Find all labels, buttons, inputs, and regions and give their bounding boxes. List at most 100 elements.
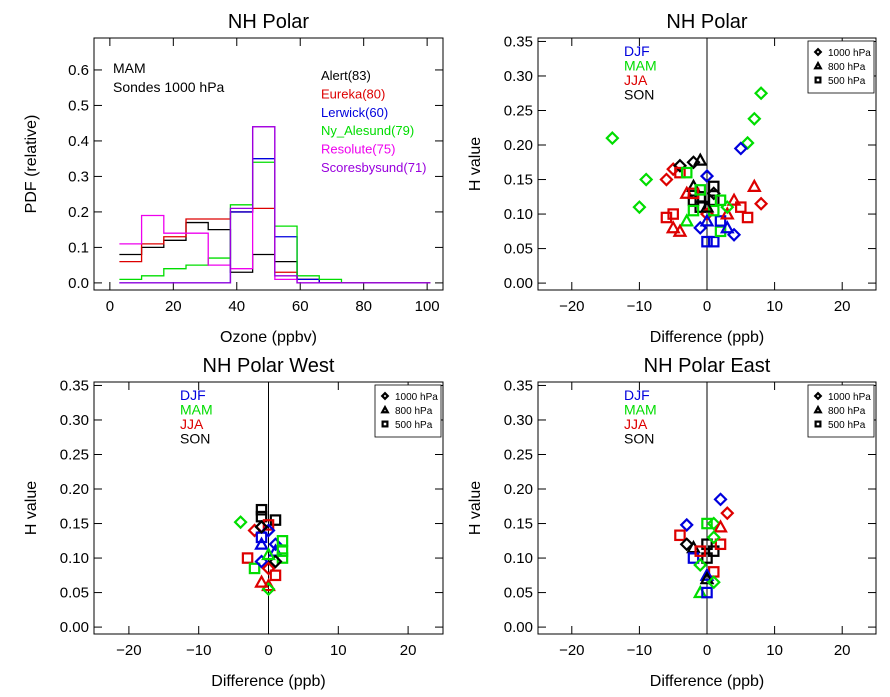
y-tick-label: 0.35 bbox=[60, 377, 89, 394]
x-tick-label: −20 bbox=[559, 298, 584, 315]
y-tick-label: 0.0 bbox=[68, 275, 89, 292]
x-tick-label: 10 bbox=[766, 642, 783, 659]
data-point bbox=[605, 131, 620, 146]
y-tick-label: 0.30 bbox=[504, 412, 533, 429]
x-tick-label: 0 bbox=[106, 298, 114, 315]
data-point bbox=[720, 506, 735, 521]
marker-legend-label: 800 hPa bbox=[828, 62, 866, 73]
season-legend-entry: DJF bbox=[180, 387, 206, 403]
data-point bbox=[674, 166, 686, 179]
data-point bbox=[665, 220, 681, 234]
y-tick-label: 0.00 bbox=[504, 275, 533, 292]
y-tick-label: 0.30 bbox=[60, 412, 89, 429]
data-point bbox=[713, 519, 728, 533]
season-legend-entry: SON bbox=[624, 431, 654, 447]
season-legend-entry: MAM bbox=[180, 402, 213, 418]
y-tick-label: 0.25 bbox=[504, 446, 533, 463]
data-point bbox=[714, 538, 727, 551]
legend-entry: Lerwick(60) bbox=[321, 105, 388, 120]
data-point bbox=[254, 574, 269, 588]
x-tick-label: 20 bbox=[834, 642, 851, 659]
y-tick-label: 0.25 bbox=[60, 446, 89, 463]
y-tick-label: 0.2 bbox=[68, 204, 89, 221]
x-axis-label: Difference (ppb) bbox=[650, 329, 764, 346]
chart-title: NH Polar bbox=[666, 11, 747, 33]
data-point bbox=[733, 141, 748, 156]
chart-title: NH Polar East bbox=[644, 355, 771, 377]
data-point bbox=[699, 571, 715, 585]
data-point bbox=[741, 211, 754, 224]
season-legend-entry: JJA bbox=[180, 416, 204, 432]
x-tick-label: 60 bbox=[292, 298, 309, 315]
data-point bbox=[735, 201, 747, 213]
x-tick-label: 0 bbox=[264, 642, 272, 659]
y-tick-label: 0.10 bbox=[60, 550, 89, 567]
y-tick-label: 0.30 bbox=[504, 68, 533, 85]
x-tick-label: 100 bbox=[415, 298, 440, 315]
marker-legend-label: 500 hPa bbox=[828, 76, 866, 87]
y-axis-label: H value bbox=[467, 137, 484, 191]
y-tick-label: 0.05 bbox=[60, 585, 89, 602]
plot-frame bbox=[93, 37, 444, 291]
x-tick-label: 40 bbox=[228, 298, 245, 315]
x-tick-label: 0 bbox=[703, 642, 711, 659]
data-point bbox=[707, 180, 720, 193]
data-point bbox=[255, 503, 268, 516]
data-point bbox=[694, 545, 707, 557]
y-axis-label: H value bbox=[23, 481, 40, 535]
x-tick-label: 20 bbox=[165, 298, 182, 315]
annotation-text: Sondes 1000 hPa bbox=[113, 79, 225, 95]
chart-title: NH Polar West bbox=[203, 355, 335, 377]
data-point bbox=[680, 166, 693, 179]
y-tick-label: 0.25 bbox=[504, 102, 533, 119]
season-legend-entry: MAM bbox=[624, 402, 657, 418]
data-point bbox=[660, 211, 673, 224]
legend-marker bbox=[381, 420, 389, 428]
data-point bbox=[706, 530, 721, 545]
data-point bbox=[706, 575, 721, 590]
y-tick-label: 0.35 bbox=[504, 33, 533, 50]
y-tick-label: 0.1 bbox=[68, 239, 89, 256]
y-tick-label: 0.15 bbox=[504, 172, 533, 189]
legend-entry: Alert(83) bbox=[321, 68, 371, 83]
season-legend-entry: SON bbox=[624, 87, 654, 103]
legend-marker bbox=[380, 391, 390, 401]
panel-3: NH Polar West −20 −10 0 10 20 0.00 0.05 0.10 0.15… bbox=[23, 355, 444, 690]
legend-entry: Scoresbysund(71) bbox=[321, 160, 427, 175]
legend-entry: Resolute(75) bbox=[321, 142, 395, 157]
data-point bbox=[659, 172, 674, 187]
chart-title: NH Polar bbox=[228, 11, 309, 33]
y-axis-label: H value bbox=[467, 481, 484, 535]
legend-marker bbox=[813, 404, 823, 414]
x-tick-label: 20 bbox=[834, 298, 851, 315]
y-tick-label: 0.3 bbox=[68, 168, 89, 185]
x-axis-label: Difference (ppb) bbox=[211, 673, 325, 690]
data-point bbox=[701, 235, 713, 248]
y-tick-label: 0.20 bbox=[504, 481, 533, 498]
data-point bbox=[639, 172, 654, 187]
y-tick-label: 0.10 bbox=[504, 206, 533, 223]
marker-legend-label: 500 hPa bbox=[828, 420, 866, 431]
data-point bbox=[276, 545, 289, 557]
y-tick-label: 0.6 bbox=[68, 62, 89, 79]
data-point bbox=[261, 561, 276, 576]
y-tick-label: 0.5 bbox=[68, 97, 89, 114]
data-point bbox=[268, 537, 283, 552]
y-tick-label: 0.15 bbox=[60, 516, 89, 533]
legend-marker bbox=[813, 391, 823, 401]
data-point bbox=[248, 562, 261, 575]
data-point bbox=[701, 586, 713, 599]
data-point bbox=[707, 545, 720, 557]
data-point bbox=[726, 227, 742, 242]
data-point bbox=[754, 196, 769, 211]
data-point bbox=[254, 536, 269, 550]
marker-legend-label: 1000 hPa bbox=[395, 392, 438, 403]
season-legend-entry: SON bbox=[180, 431, 210, 447]
season-legend-entry: JJA bbox=[624, 72, 648, 88]
y-tick-label: 0.00 bbox=[60, 619, 89, 636]
y-tick-label: 0.20 bbox=[504, 137, 533, 154]
y-tick-label: 0.15 bbox=[504, 516, 533, 533]
data-point bbox=[261, 546, 276, 561]
x-tick-label: 10 bbox=[766, 298, 783, 315]
x-tick-label: 80 bbox=[355, 298, 372, 315]
